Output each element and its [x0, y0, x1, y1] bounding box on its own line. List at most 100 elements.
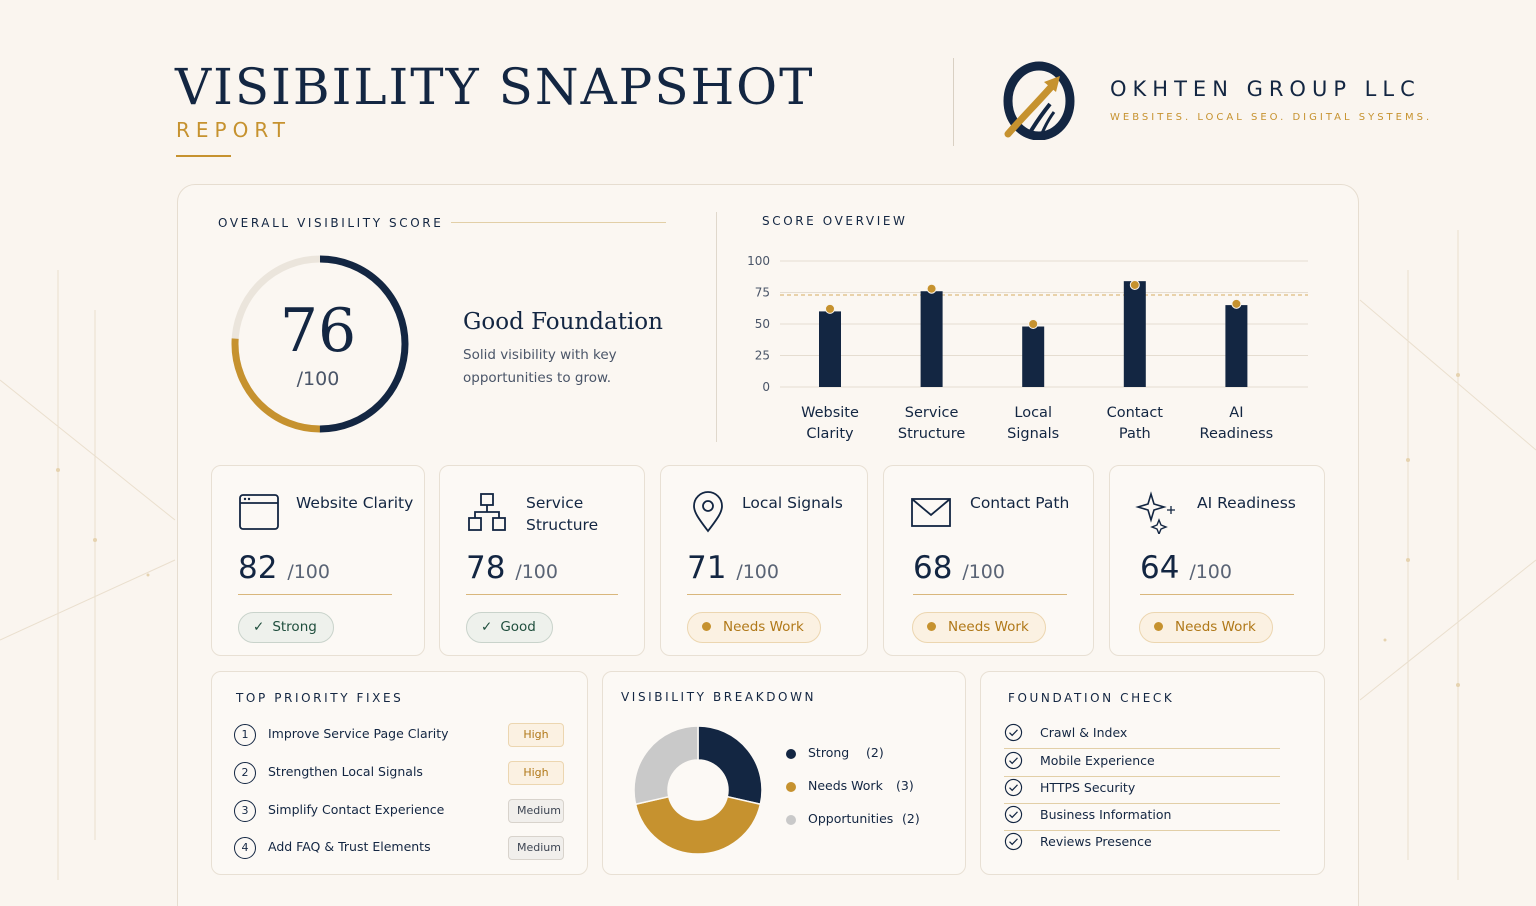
card-score: 78 /100 — [466, 550, 558, 586]
status-badge: ✓ Strong — [238, 612, 334, 643]
check-circle-icon — [1004, 778, 1023, 797]
x-tick-label: Structure — [898, 426, 966, 442]
legend-count: (2) — [866, 745, 884, 760]
score-gauge — [231, 255, 409, 433]
priority-item[interactable]: 3 Simplify Contact Experience Medium — [234, 799, 564, 823]
card-contact-path[interactable]: Contact Path 68 /100 Needs Work — [883, 465, 1094, 656]
priority-fixes-label: TOP PRIORITY FIXES — [236, 691, 404, 705]
legend-label: Opportunities — [808, 811, 894, 826]
foundation-item-label: Business Information — [1040, 807, 1172, 822]
legend-label: Strong — [808, 745, 850, 760]
brand-tagline: WEBSITES. LOCAL SEO. DIGITAL SYSTEMS. — [1110, 112, 1433, 123]
y-tick-label: 0 — [762, 380, 770, 394]
score-marker — [926, 283, 937, 294]
bar — [1225, 305, 1248, 387]
status-dot-icon — [927, 622, 936, 631]
x-tick-label: Readiness — [1200, 426, 1274, 442]
card-website-clarity[interactable]: Website Clarity 82 /100 ✓ Strong — [211, 465, 425, 656]
priority-text: Improve Service Page Clarity — [268, 726, 449, 741]
structure-blocks-icon — [468, 493, 506, 531]
priority-level-badge: High — [508, 723, 564, 747]
legend-label: Needs Work — [808, 778, 883, 793]
card-rule — [466, 594, 618, 595]
priority-text: Add FAQ & Trust Elements — [268, 839, 431, 854]
x-tick-label: Signals — [1007, 426, 1059, 442]
browser-window-icon — [239, 494, 279, 530]
page-title: VISIBILITY SNAPSHOT — [175, 58, 815, 116]
gauge-arc-score — [231, 255, 409, 433]
card-local-signals[interactable]: Local Signals 71 /100 Needs Work — [660, 465, 868, 656]
bar — [1123, 281, 1146, 387]
status-badge: Needs Work — [687, 612, 821, 643]
priority-text: Strengthen Local Signals — [268, 764, 423, 779]
overall-score-value: 76 — [279, 296, 357, 366]
priority-item[interactable]: 4 Add FAQ & Trust Elements Medium — [234, 836, 564, 860]
legend-dot — [786, 749, 796, 759]
foundation-item: HTTPS Security — [1004, 777, 1280, 804]
title-underline — [176, 155, 231, 157]
check-icon: ✓ — [253, 619, 265, 635]
card-rule — [238, 594, 392, 595]
status-dot-icon — [702, 622, 711, 631]
priority-level-badge: Medium — [508, 799, 564, 823]
foundation-item-label: Reviews Presence — [1040, 834, 1152, 849]
card-score: 64 /100 — [1140, 550, 1232, 586]
y-tick-label: 25 — [755, 349, 770, 363]
priority-text: Simplify Contact Experience — [268, 802, 445, 817]
x-tick-label: Clarity — [806, 426, 854, 442]
foundation-item: Business Information — [1004, 804, 1280, 831]
y-tick-label: 75 — [755, 286, 770, 300]
sparkle-icon — [1135, 491, 1175, 534]
card-title: Service Structure — [526, 494, 599, 534]
brand-name: OKHTEN GROUP LLC — [1110, 77, 1421, 101]
status-badge: Needs Work — [1139, 612, 1273, 643]
brand-logo-icon — [1003, 61, 1075, 140]
priority-number: 4 — [234, 837, 256, 859]
score-marker — [825, 303, 835, 314]
card-rule — [687, 594, 841, 595]
card-title: AI Readiness — [1197, 494, 1296, 512]
visibility-breakdown-label: VISIBILITY BREAKDOWN — [621, 690, 817, 704]
bar — [819, 311, 841, 387]
legend-count: (2) — [902, 811, 920, 826]
priority-number: 2 — [234, 762, 256, 784]
card-service-structure[interactable]: Service Structure 78 /100 ✓ Good — [439, 465, 645, 656]
priority-item[interactable]: 2 Strengthen Local Signals High — [234, 761, 564, 785]
card-score: 71 /100 — [687, 550, 779, 586]
legend-dot — [786, 815, 796, 825]
envelope-icon — [911, 498, 951, 527]
priority-level-badge: Medium — [508, 836, 564, 860]
foundation-item-label: HTTPS Security — [1040, 780, 1136, 795]
score-marker — [1028, 319, 1039, 329]
score-overview-chart: 0 25 50 75 100 Website Clarity Service Structure… — [747, 254, 1308, 442]
rating-description: Solid visibility with key opportunities … — [463, 347, 617, 386]
priority-item[interactable]: 1 Improve Service Page Clarity High — [234, 723, 564, 747]
priority-fixes-panel: TOP PRIORITY FIXES 1 Improve Service Pag… — [211, 671, 588, 875]
map-pin-icon — [693, 491, 723, 533]
x-tick-label: Local — [1014, 405, 1052, 421]
card-title: Contact Path — [970, 494, 1070, 512]
x-tick-label: Contact — [1107, 405, 1164, 421]
foundation-item: Mobile Experience — [1004, 750, 1280, 777]
overall-score-rule — [451, 222, 666, 223]
check-circle-icon — [1004, 723, 1023, 742]
card-ai-readiness[interactable]: AI Readiness 64 /100 Needs Work — [1109, 465, 1325, 656]
foundation-item-label: Mobile Experience — [1040, 753, 1155, 768]
card-score: 82 /100 — [238, 550, 330, 586]
legend-count: (3) — [896, 778, 914, 793]
page-subtitle: REPORT — [176, 118, 291, 142]
x-tick-label: AI — [1229, 405, 1243, 421]
foundation-item: Crawl & Index — [1004, 722, 1280, 749]
bar — [1022, 326, 1045, 387]
check-circle-icon — [1004, 832, 1023, 851]
priority-level-badge: High — [508, 761, 564, 785]
overall-score-label: OVERALL VISIBILITY SCORE — [218, 216, 444, 230]
foundation-check-label: FOUNDATION CHECK — [1008, 691, 1175, 705]
legend-dot — [786, 782, 796, 792]
header-divider — [953, 58, 954, 146]
card-title: Website Clarity — [296, 494, 414, 512]
status-badge: ✓ Good — [466, 612, 553, 643]
card-score: 68 /100 — [913, 550, 1005, 586]
card-rule — [913, 594, 1067, 595]
score-marker — [1231, 298, 1242, 309]
